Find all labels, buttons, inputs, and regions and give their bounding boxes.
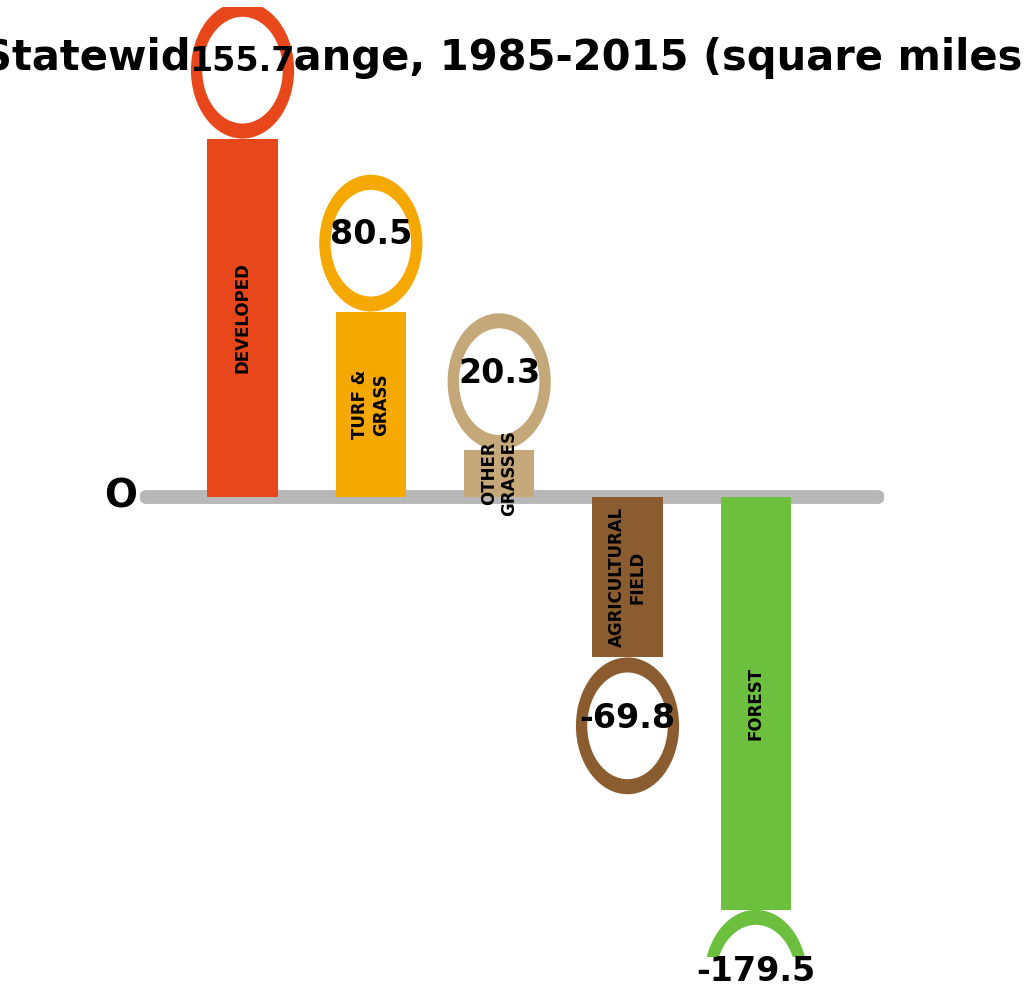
FancyBboxPatch shape bbox=[592, 497, 663, 658]
Text: -69.8: -69.8 bbox=[580, 702, 676, 735]
Ellipse shape bbox=[331, 189, 411, 297]
Ellipse shape bbox=[447, 313, 551, 450]
Ellipse shape bbox=[705, 910, 807, 992]
Text: 20.3: 20.3 bbox=[458, 357, 541, 390]
Ellipse shape bbox=[575, 658, 679, 795]
FancyBboxPatch shape bbox=[464, 450, 535, 497]
Text: OTHER
GRASSES: OTHER GRASSES bbox=[480, 431, 518, 517]
Text: 155.7: 155.7 bbox=[189, 46, 295, 78]
Text: Statewide Change, 1985-2015 (square miles): Statewide Change, 1985-2015 (square mile… bbox=[0, 37, 1024, 78]
Ellipse shape bbox=[587, 673, 668, 779]
FancyBboxPatch shape bbox=[721, 497, 792, 910]
Text: -179.5: -179.5 bbox=[696, 955, 815, 988]
Text: 80.5: 80.5 bbox=[330, 218, 412, 251]
Ellipse shape bbox=[190, 2, 294, 139]
FancyBboxPatch shape bbox=[336, 311, 407, 497]
Text: TURF &
GRASS: TURF & GRASS bbox=[351, 370, 390, 438]
Ellipse shape bbox=[716, 925, 796, 992]
Text: O: O bbox=[104, 478, 137, 516]
FancyBboxPatch shape bbox=[207, 139, 278, 497]
Ellipse shape bbox=[459, 328, 540, 435]
Text: FOREST: FOREST bbox=[746, 667, 765, 740]
Text: AGRICULTURAL
FIELD: AGRICULTURAL FIELD bbox=[608, 507, 647, 647]
Ellipse shape bbox=[319, 175, 423, 311]
Ellipse shape bbox=[203, 17, 283, 124]
Text: DEVELOPED: DEVELOPED bbox=[233, 262, 252, 373]
